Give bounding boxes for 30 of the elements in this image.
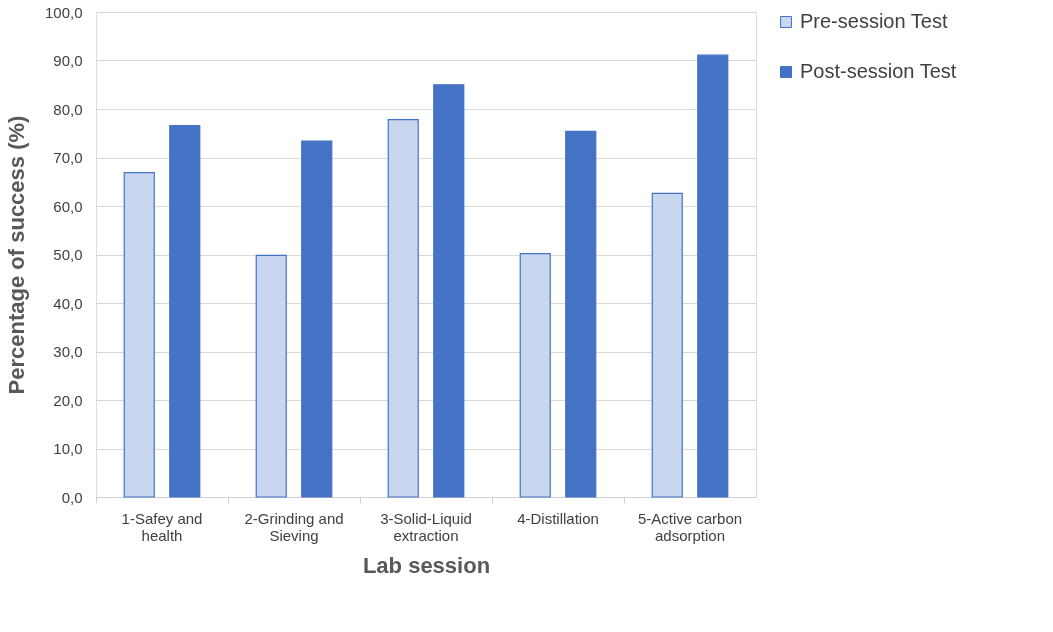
y-tick-label: 70,0 [53,149,83,166]
y-tick-label: 30,0 [53,343,83,360]
x-tick-label: 5-Active carbon adsorption [637,509,743,544]
y-tick-label: 100,0 [44,3,83,21]
x-tick-label: 2-Grinding and Sieving [244,509,344,544]
x-tick-label: 4-Distillation [517,509,599,527]
bar [565,130,597,498]
y-axis-title: Percentage of success (%) [3,115,29,395]
bar [651,192,683,498]
legend-label: Post-session Test [800,60,957,82]
y-tick-label: 0,0 [61,488,83,506]
bar [301,140,333,498]
y-tick-label: 20,0 [53,391,83,409]
bar [169,124,201,498]
y-tick-label: 10,0 [53,440,83,457]
bar [433,84,465,498]
x-tick-label: 1-Safey and health [121,509,203,544]
y-tick-label: 40,0 [53,294,83,312]
y-tick-label: 90,0 [53,52,83,69]
bar [697,54,729,498]
bar [387,119,419,498]
bar [519,252,551,498]
legend-label: Pre-session Test [800,10,948,32]
y-tick-label: 80,0 [53,100,83,118]
bar [255,254,287,498]
bar [123,171,155,498]
y-tick-label: 50,0 [53,246,83,263]
x-axis-title: Lab session [362,552,491,578]
x-tick-label: 3-Solid-Liquid extraction [380,509,472,544]
y-tick-label: 60,0 [53,197,83,215]
